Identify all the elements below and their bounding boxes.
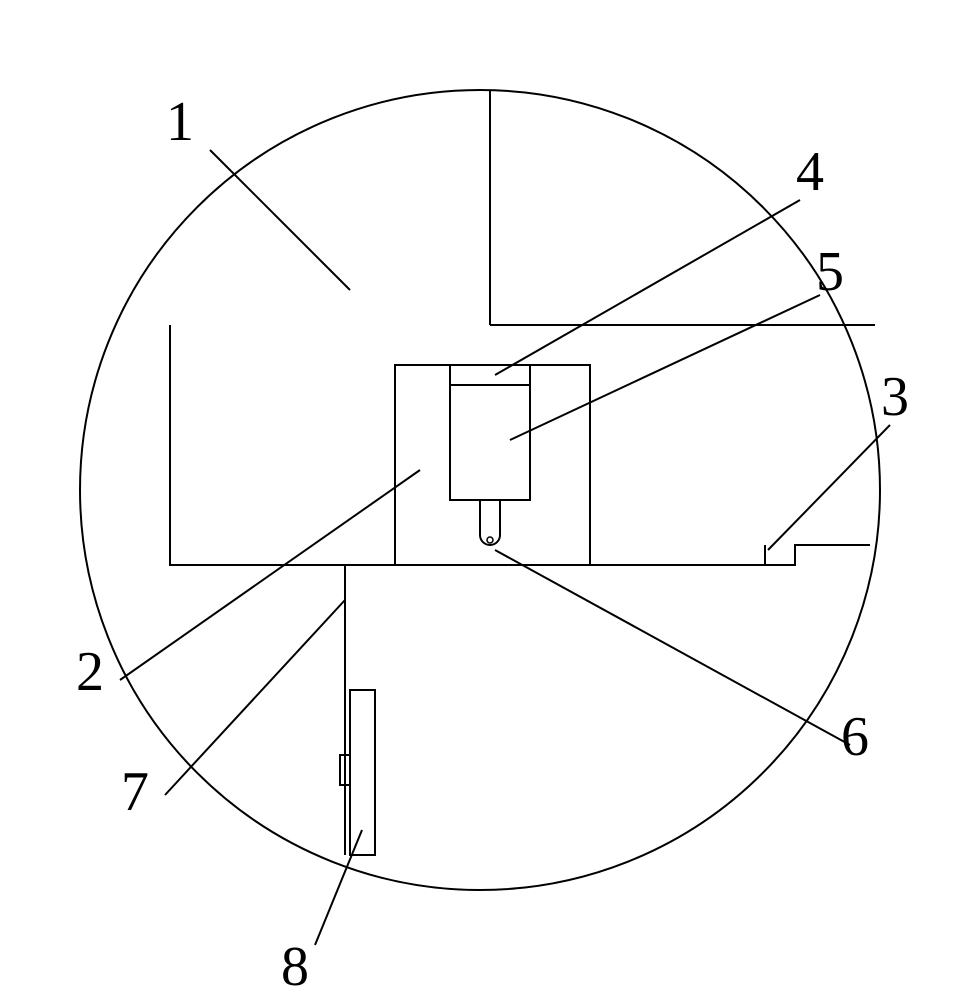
callout-label-8: 8 (281, 936, 309, 998)
callout-label-7: 7 (121, 761, 149, 823)
callout-label-1: 1 (166, 91, 194, 153)
engineering-diagram: 1 4 5 3 27 6 8 (0, 0, 975, 1000)
callout-label-3: 3 (881, 366, 909, 428)
callout-label-4: 4 (796, 141, 824, 203)
callout-label-6: 6 (841, 706, 869, 768)
callout-label-2: 2 (76, 641, 104, 703)
callout-label-5: 5 (816, 241, 844, 303)
